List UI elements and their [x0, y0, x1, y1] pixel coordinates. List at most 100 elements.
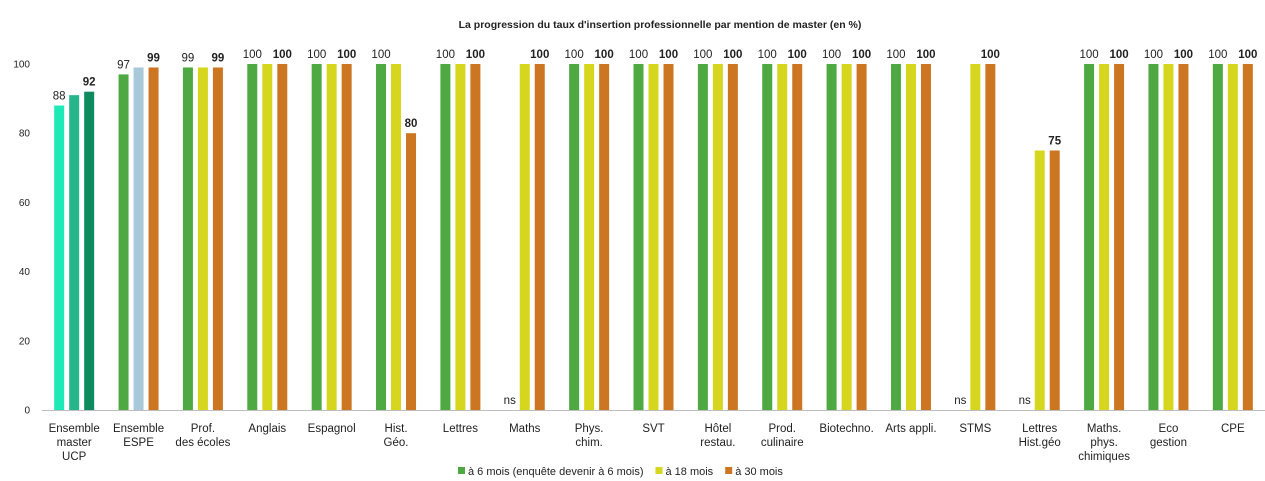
bar	[1049, 150, 1060, 410]
bar	[197, 67, 208, 411]
bar	[247, 64, 258, 410]
y-axis: 0 20 40 60 80 100	[13, 60, 30, 417]
category-label: Arts appli.	[885, 423, 936, 435]
bar	[1148, 64, 1159, 410]
category-label: Prod. culinaire	[761, 423, 804, 449]
bar	[440, 64, 451, 410]
bar	[856, 64, 867, 410]
data-label: 99	[147, 52, 160, 64]
bar	[633, 64, 644, 410]
data-label: 99	[182, 52, 195, 64]
bar	[326, 64, 337, 410]
bar	[133, 67, 144, 411]
bar	[569, 64, 580, 410]
bar	[1034, 150, 1045, 410]
data-label: 88	[53, 91, 66, 103]
bar	[777, 64, 788, 410]
bar	[599, 64, 610, 410]
data-label: 75	[1048, 136, 1061, 148]
data-label: 100	[565, 49, 584, 61]
data-label: 100	[629, 49, 648, 61]
data-label: 99	[212, 52, 225, 64]
bar	[455, 64, 466, 410]
data-labels: 88 92 97 99 99 99 100 100 100 100 100 80 100 100 ns 100…	[53, 49, 1258, 407]
bar	[148, 67, 159, 411]
data-label: 100	[659, 49, 678, 61]
bar	[1163, 64, 1174, 410]
bar	[905, 64, 916, 410]
bar	[54, 105, 65, 411]
category-label: CPE	[1221, 423, 1245, 435]
category-label: Phys. chim.	[575, 423, 604, 449]
y-tick-label: 60	[19, 198, 31, 209]
bar	[985, 64, 996, 410]
category-label: Anglais	[248, 423, 286, 435]
y-tick-label: 40	[19, 267, 31, 278]
bar	[118, 74, 129, 410]
category-label: Espagnol	[308, 423, 356, 435]
legend-label: à 18 mois	[665, 466, 713, 478]
bar	[663, 64, 674, 410]
legend: à 6 mois (enquête devenir à 6 mois) à 18 …	[458, 466, 783, 478]
bar	[697, 64, 708, 410]
bar	[69, 95, 80, 410]
data-label: 100	[788, 49, 807, 61]
data-label: 100	[693, 49, 712, 61]
data-label: 100	[436, 49, 455, 61]
data-label: 100	[466, 49, 485, 61]
bar	[182, 67, 193, 411]
data-label: 100	[886, 49, 905, 61]
bar	[762, 64, 773, 410]
bar	[712, 64, 723, 410]
data-label: 100	[916, 49, 935, 61]
category-label: Biotechno.	[819, 423, 873, 435]
bar	[648, 64, 659, 410]
category-label: Hist. Géo.	[384, 423, 409, 449]
category-label: SVT	[642, 423, 664, 435]
legend-swatch	[655, 467, 663, 474]
bar	[1178, 64, 1189, 410]
category-label: Ensemble ESPE	[113, 423, 164, 449]
bar	[376, 64, 387, 410]
data-label: 100	[1208, 49, 1227, 61]
category-label: Eco gestion	[1150, 423, 1187, 449]
category-label: Prof. des écoles	[175, 423, 230, 449]
bar	[584, 64, 595, 410]
bar	[1212, 64, 1223, 410]
y-tick-label: 20	[19, 336, 31, 347]
bar	[406, 133, 417, 410]
legend-swatch	[458, 467, 465, 474]
data-label: 100	[530, 49, 549, 61]
bar	[1084, 64, 1095, 410]
category-label: Maths	[509, 423, 541, 435]
data-label: 100	[758, 49, 777, 61]
data-label: 100	[371, 49, 390, 61]
category-label: Maths. phys. chimiques	[1078, 423, 1130, 463]
data-label: 100	[1109, 49, 1128, 61]
data-label: 100	[1144, 49, 1163, 61]
bar	[890, 64, 901, 410]
bar	[841, 64, 852, 410]
category-label: Lettres	[443, 423, 478, 435]
data-label: 100	[243, 49, 262, 61]
data-label: 100	[1238, 49, 1257, 61]
bar	[826, 64, 837, 410]
data-label: 100	[822, 49, 841, 61]
bar	[519, 64, 530, 410]
data-label: ns	[954, 395, 966, 407]
category-label: STMS	[959, 423, 991, 435]
bar	[277, 64, 288, 410]
legend-label: à 6 mois (enquête devenir à 6 mois)	[468, 466, 643, 478]
bar	[1242, 64, 1253, 410]
bar	[262, 64, 273, 410]
category-label: Lettres Hist.géo	[1019, 423, 1061, 449]
legend-swatch	[725, 467, 733, 474]
category-label: Ensemble master UCP	[49, 423, 100, 463]
category-label: Hôtel restau.	[700, 423, 735, 449]
data-label: ns	[504, 395, 516, 407]
data-label: 97	[117, 59, 130, 71]
data-label: ns	[1019, 395, 1031, 407]
data-label: 100	[307, 49, 326, 61]
bars	[54, 64, 1253, 411]
